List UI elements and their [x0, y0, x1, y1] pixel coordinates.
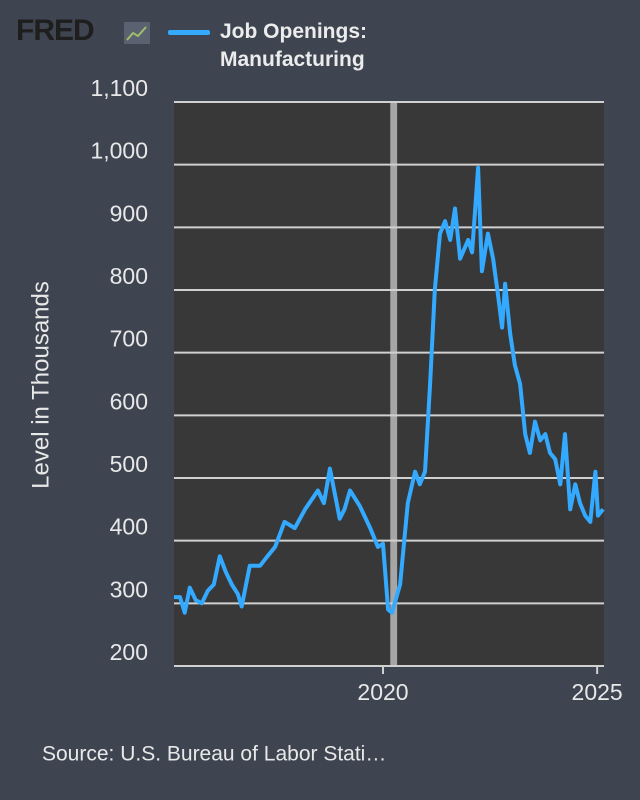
plot-area [174, 102, 604, 666]
y-tick-label: 400 [110, 514, 148, 540]
y-tick-label: 1,100 [90, 75, 148, 101]
y-tick-label: 200 [110, 639, 148, 665]
y-tick-label: 1,000 [90, 138, 148, 164]
y-axis-label: Level in Thousands [27, 281, 54, 489]
y-tick-label: 500 [110, 451, 148, 477]
legend-swatch [168, 30, 210, 35]
y-tick-label: 800 [110, 263, 148, 289]
source: Source: U.S. Bureau of Labor Stati… [42, 743, 386, 766]
x-tick-label: 2020 [357, 679, 408, 705]
logo-icon [124, 22, 150, 44]
y-tick-label: 900 [110, 200, 148, 226]
series-line [174, 165, 605, 615]
recession-band [390, 102, 398, 666]
y-tick-label: 300 [110, 576, 148, 602]
legend-label: Job Openings: Manufacturing [220, 20, 367, 71]
x-tick-label: 2025 [572, 679, 623, 705]
y-tick-label: 700 [110, 326, 148, 352]
logo: FRED [16, 14, 95, 47]
y-tick-label: 600 [110, 388, 148, 414]
